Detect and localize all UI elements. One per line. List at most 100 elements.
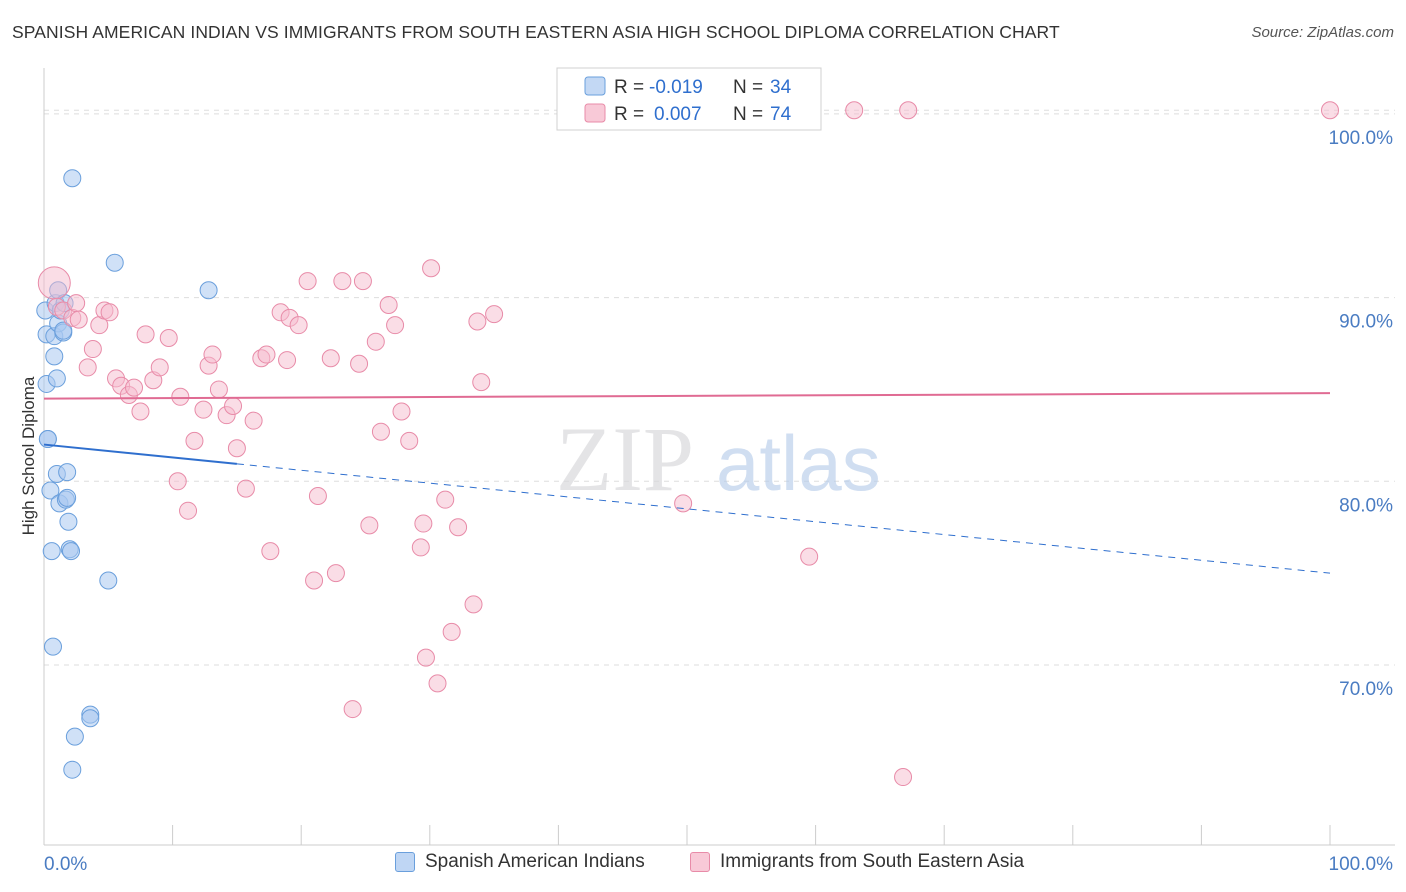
stats-legend: R = -0.019 N = 34 R = 0.007 N = 74 [557, 68, 821, 130]
point-immigrants-south-eastern-asia [160, 330, 177, 347]
stats-pink-r-label: R = [614, 104, 644, 125]
point-immigrants-south-eastern-asia [101, 304, 118, 321]
point-immigrants-south-eastern-asia [361, 517, 378, 534]
y-tick-label: 90.0% [1339, 312, 1393, 333]
point-immigrants-south-eastern-asia [437, 491, 454, 508]
stats-blue-r-value: -0.019 [649, 77, 703, 98]
point-immigrants-south-eastern-asia [334, 273, 351, 290]
point-immigrants-south-eastern-asia [237, 480, 254, 497]
point-immigrants-south-eastern-asia [895, 769, 912, 786]
point-spanish-american-indians [60, 513, 77, 530]
point-immigrants-south-eastern-asia [172, 388, 189, 405]
point-immigrants-south-eastern-asia [846, 102, 863, 119]
point-immigrants-south-eastern-asia [801, 548, 818, 565]
stats-blue-n-value: 34 [770, 77, 792, 98]
point-immigrants-south-eastern-asia [401, 432, 418, 449]
point-immigrants-south-eastern-asia [132, 403, 149, 420]
point-immigrants-south-eastern-asia [84, 341, 101, 358]
trend-line-spanish-american-indians [44, 445, 237, 464]
point-immigrants-south-eastern-asia [186, 432, 203, 449]
scatter-chart: ZIP atlas 100.0%90.0%80.0%70.0%0.0% 100.0… [0, 0, 1406, 892]
point-immigrants-south-eastern-asia [417, 649, 434, 666]
point-immigrants-south-eastern-asia [486, 306, 503, 323]
point-spanish-american-indians [64, 761, 81, 778]
stats-legend-pink-swatch [585, 104, 605, 122]
point-spanish-american-indians [106, 254, 123, 271]
point-immigrants-south-eastern-asia [151, 359, 168, 376]
point-spanish-american-indians [59, 489, 76, 506]
point-spanish-american-indians [66, 728, 83, 745]
point-immigrants-south-eastern-asia [393, 403, 410, 420]
bottom-legend: Spanish American Indians Immigrants from… [0, 851, 1406, 879]
point-immigrants-south-eastern-asia [299, 273, 316, 290]
point-immigrants-south-eastern-asia [367, 333, 384, 350]
point-immigrants-south-eastern-asia [469, 313, 486, 330]
point-immigrants-south-eastern-asia [354, 273, 371, 290]
point-immigrants-south-eastern-asia [258, 346, 275, 363]
point-spanish-american-indians [82, 710, 99, 727]
point-immigrants-south-eastern-asia [262, 543, 279, 560]
point-immigrants-south-eastern-asia [415, 515, 432, 532]
point-immigrants-south-eastern-asia [675, 495, 692, 512]
y-tick-label: 100.0% [1329, 128, 1394, 149]
stats-legend-blue-swatch [585, 77, 605, 95]
point-immigrants-south-eastern-asia [38, 267, 70, 299]
point-immigrants-south-eastern-asia [473, 374, 490, 391]
legend-label-blue: Spanish American Indians [425, 851, 645, 873]
stats-pink-n-value: 74 [770, 104, 792, 125]
point-spanish-american-indians [45, 638, 62, 655]
grid-lines [44, 110, 1395, 665]
point-immigrants-south-eastern-asia [180, 502, 197, 519]
point-immigrants-south-eastern-asia [380, 296, 397, 313]
legend-item-spanish-american-indians: Spanish American Indians [395, 851, 645, 873]
point-spanish-american-indians [43, 543, 60, 560]
trend-line-immigrants-south-eastern-asia [44, 393, 1330, 399]
point-immigrants-south-eastern-asia [126, 379, 143, 396]
point-immigrants-south-eastern-asia [351, 355, 368, 372]
point-immigrants-south-eastern-asia [225, 397, 242, 414]
point-immigrants-south-eastern-asia [327, 565, 344, 582]
point-immigrants-south-eastern-asia [137, 326, 154, 343]
point-immigrants-south-eastern-asia [204, 346, 221, 363]
point-immigrants-south-eastern-asia [429, 675, 446, 692]
point-immigrants-south-eastern-asia [279, 352, 296, 369]
point-spanish-american-indians [200, 282, 217, 299]
point-spanish-american-indians [100, 572, 117, 589]
point-spanish-american-indians [64, 170, 81, 187]
point-immigrants-south-eastern-asia [423, 260, 440, 277]
point-immigrants-south-eastern-asia [450, 519, 467, 536]
point-spanish-american-indians [63, 543, 80, 560]
point-immigrants-south-eastern-asia [309, 487, 326, 504]
point-immigrants-south-eastern-asia [70, 311, 87, 328]
point-immigrants-south-eastern-asia [195, 401, 212, 418]
point-immigrants-south-eastern-asia [79, 359, 96, 376]
point-immigrants-south-eastern-asia [387, 317, 404, 334]
point-immigrants-south-eastern-asia [322, 350, 339, 367]
point-immigrants-south-eastern-asia [443, 623, 460, 640]
stats-pink-r-value: 0.007 [654, 104, 702, 125]
watermark-atlas: atlas [716, 419, 881, 507]
point-spanish-american-indians [48, 370, 65, 387]
point-immigrants-south-eastern-asia [344, 701, 361, 718]
point-immigrants-south-eastern-asia [228, 440, 245, 457]
legend-swatch-pink [690, 852, 710, 872]
point-immigrants-south-eastern-asia [290, 317, 307, 334]
point-spanish-american-indians [46, 348, 63, 365]
stats-pink-n-label: N = [733, 104, 763, 125]
watermark: ZIP atlas [556, 408, 881, 510]
point-immigrants-south-eastern-asia [900, 102, 917, 119]
y-axis-label: High School Diploma [19, 376, 38, 535]
stats-blue-n-label: N = [733, 77, 763, 98]
point-immigrants-south-eastern-asia [1322, 102, 1339, 119]
point-immigrants-south-eastern-asia [169, 473, 186, 490]
y-tick-label: 80.0% [1339, 495, 1393, 516]
watermark-zip: ZIP [556, 408, 694, 510]
y-tick-label: 70.0% [1339, 679, 1393, 700]
legend-item-immigrants-south-eastern-asia: Immigrants from South Eastern Asia [690, 851, 1024, 873]
stats-blue-r-label: R = [614, 77, 644, 98]
legend-label-pink: Immigrants from South Eastern Asia [720, 851, 1024, 873]
point-immigrants-south-eastern-asia [306, 572, 323, 589]
legend-swatch-blue [395, 852, 415, 872]
point-immigrants-south-eastern-asia [68, 295, 85, 312]
point-immigrants-south-eastern-asia [245, 412, 262, 429]
